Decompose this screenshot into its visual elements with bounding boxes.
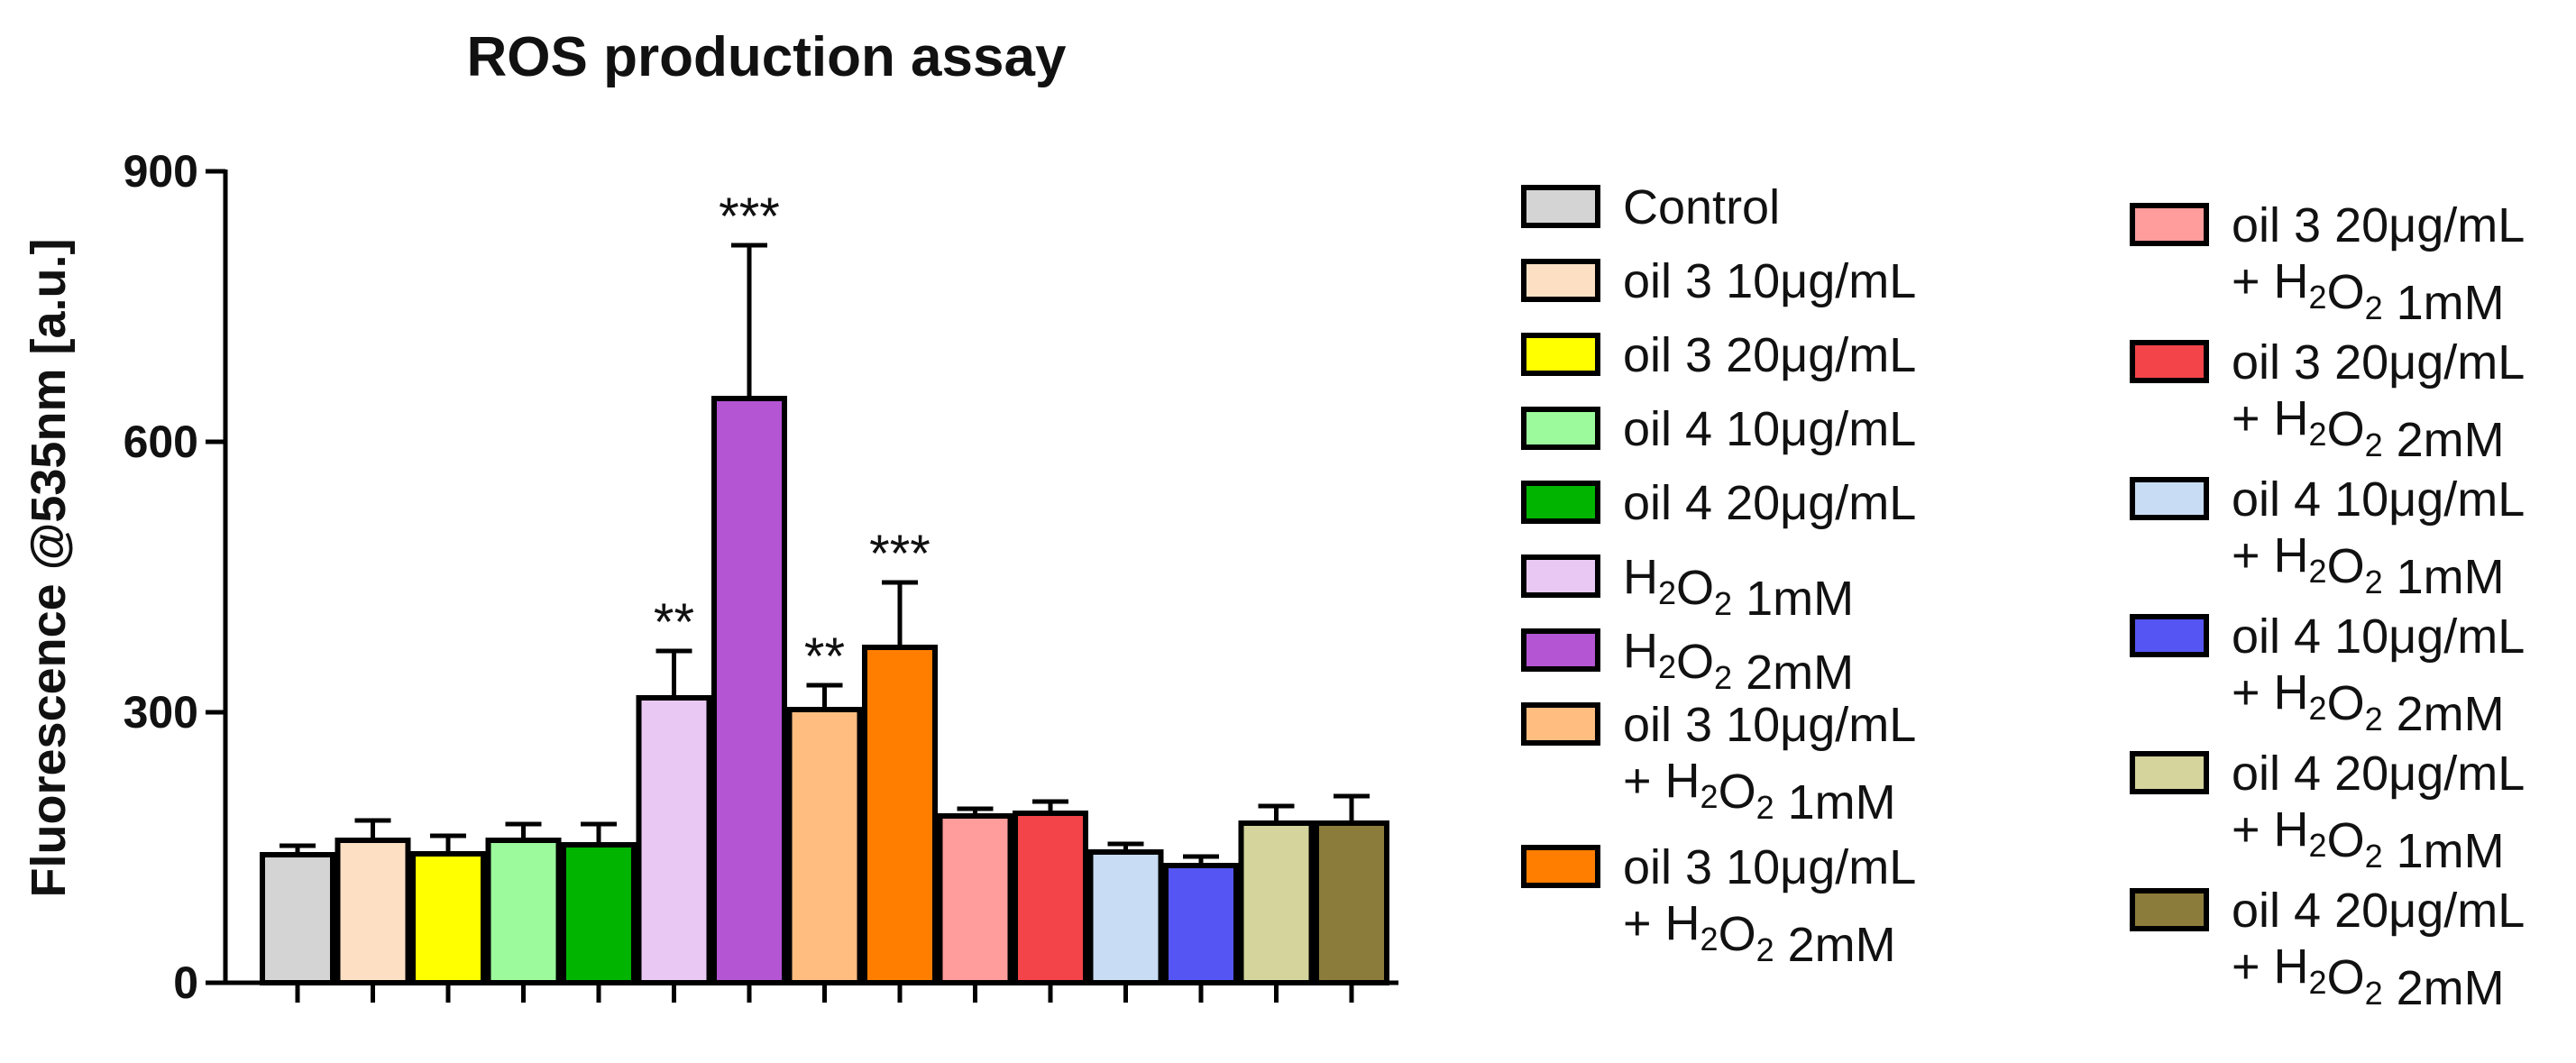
- legend-swatch: [1521, 259, 1600, 302]
- legend-item: Control: [1521, 180, 1780, 234]
- bar-group: ***: [862, 525, 938, 985]
- significance-label: ***: [719, 188, 780, 246]
- legend-swatch: [2130, 888, 2209, 931]
- bar: [711, 396, 787, 985]
- legend-swatch: [1521, 628, 1600, 672]
- bar: [937, 813, 1013, 985]
- legend-item: oil 4 10μg/mL: [1521, 402, 1916, 456]
- bar-group: [561, 821, 637, 985]
- bars: **********: [260, 188, 1389, 985]
- legend-item: oil 4 20μg/mL: [1521, 476, 1916, 530]
- bar: [786, 707, 863, 985]
- legend-item: oil 3 20μg/mL: [1521, 328, 1916, 382]
- legend-label: H2O2 1mM: [1623, 550, 1854, 626]
- bar: [862, 645, 938, 985]
- legend-label: oil 3 20μg/mL: [1623, 328, 1916, 382]
- y-tick-label: 0: [173, 958, 198, 1008]
- bar: [1238, 820, 1315, 985]
- legend-item: oil 3 20μg/mL+ H2O2 2mM: [2130, 335, 2525, 467]
- legend-label: oil 3 10μg/mL: [1623, 840, 1916, 894]
- bar-group: [485, 821, 562, 985]
- y-axis-label: Fluorescence @535nm [a.u.]: [22, 239, 76, 898]
- bar: [1087, 849, 1164, 985]
- bar-group: [260, 843, 335, 985]
- legend-swatch: [2130, 340, 2209, 383]
- significance-label: **: [654, 593, 694, 652]
- legend-swatch: [1521, 554, 1600, 598]
- legend-label-line2: + H2O2 2mM: [1623, 896, 1896, 972]
- legend-label: oil 4 20μg/mL: [1623, 476, 1916, 530]
- legend-item: oil 4 20μg/mL+ H2O2 2mM: [2130, 884, 2525, 1015]
- legend-swatch: [1521, 845, 1600, 888]
- legend-item: oil 3 10μg/mL+ H2O2 1mM: [1521, 698, 1916, 829]
- bar: [1013, 811, 1088, 985]
- chart-title: ROS production assay: [467, 26, 1067, 88]
- legend-label: oil 4 20μg/mL: [2232, 884, 2525, 938]
- legend-label: oil 3 20μg/mL: [2232, 335, 2525, 389]
- legend-item: oil 4 20μg/mL+ H2O2 1mM: [2130, 747, 2525, 878]
- legend-label: oil 4 20μg/mL: [2232, 747, 2525, 801]
- bar-group: [937, 806, 1013, 985]
- legend-label: oil 3 10μg/mL: [1623, 254, 1916, 308]
- legend-label-line2: + H2O2 1mM: [2232, 528, 2505, 604]
- legend-swatch: [2130, 614, 2209, 657]
- legend-label: oil 4 10μg/mL: [2232, 609, 2525, 664]
- bar: [636, 695, 712, 985]
- legend-swatch: [1521, 407, 1600, 450]
- significance-label: ***: [869, 525, 930, 583]
- legend-item: oil 4 10μg/mL+ H2O2 2mM: [2130, 609, 2525, 741]
- legend-swatch: [2130, 203, 2209, 246]
- bar-group: [1087, 841, 1164, 985]
- bar-group: **: [636, 593, 712, 985]
- legend-label: H2O2 2mM: [1623, 624, 1854, 700]
- bar-group: [410, 833, 486, 985]
- legend-label-line2: + H2O2 2mM: [2232, 391, 2505, 467]
- bar-group: [1314, 793, 1389, 985]
- legend-label-line2: + H2O2 1mM: [2232, 802, 2505, 878]
- bar: [561, 842, 637, 985]
- bar: [1314, 820, 1389, 985]
- bar-group: [1013, 799, 1088, 985]
- legend-label: Control: [1623, 180, 1780, 234]
- legend: Control oil 3 10μg/mL oil 3 20μg/mL oil 4 1…: [1521, 180, 2525, 1015]
- bar-group: ***: [711, 188, 787, 985]
- legend-label-line2: + H2O2 1mM: [2232, 254, 2505, 330]
- legend-label-line2: + H2O2 2mM: [2232, 665, 2505, 741]
- bar: [260, 852, 335, 985]
- bar-group: [335, 818, 411, 985]
- bar-group: [1163, 854, 1239, 985]
- y-tick-label: 900: [124, 146, 198, 197]
- legend-swatch: [2130, 751, 2209, 794]
- legend-swatch: [2130, 477, 2209, 520]
- legend-label: oil 3 20μg/mL: [2232, 198, 2525, 252]
- bar: [410, 851, 486, 985]
- legend-item: H2O2 1mM: [1521, 550, 1854, 626]
- legend-label-line2: + H2O2 2mM: [2232, 939, 2505, 1015]
- legend-item: oil 4 10μg/mL+ H2O2 1mM: [2130, 472, 2525, 604]
- y-tick-label: 600: [124, 417, 198, 467]
- significance-label: **: [804, 628, 845, 686]
- legend-swatch: [1521, 333, 1600, 376]
- bar: [335, 838, 411, 985]
- legend-swatch: [1521, 185, 1600, 228]
- legend-label-line2: + H2O2 1mM: [1623, 754, 1896, 829]
- bar-group: **: [786, 628, 863, 985]
- legend-item: oil 3 20μg/mL+ H2O2 1mM: [2130, 198, 2525, 330]
- legend-item: H2O2 2mM: [1521, 624, 1854, 700]
- legend-swatch: [1521, 702, 1600, 746]
- legend-swatch: [1521, 481, 1600, 524]
- bar: [485, 838, 562, 985]
- legend-label: oil 3 10μg/mL: [1623, 698, 1916, 752]
- legend-label: oil 4 10μg/mL: [2232, 472, 2525, 527]
- legend-item: oil 3 10μg/mL: [1521, 254, 1916, 308]
- bar-group: [1238, 803, 1315, 985]
- y-tick-label: 300: [124, 687, 198, 738]
- bar: [1163, 863, 1239, 985]
- legend-item: oil 3 10μg/mL+ H2O2 2mM: [1521, 840, 1916, 972]
- legend-label: oil 4 10μg/mL: [1623, 402, 1916, 456]
